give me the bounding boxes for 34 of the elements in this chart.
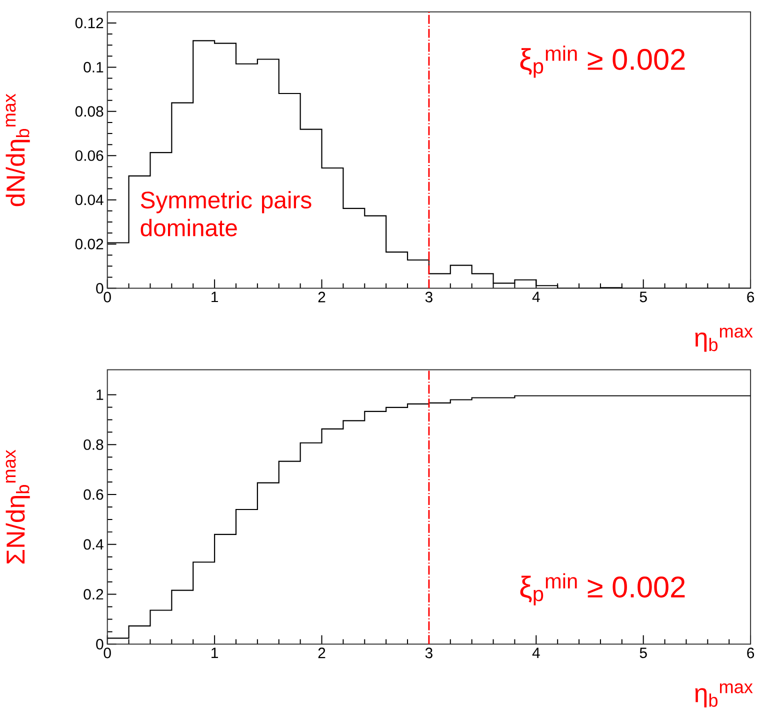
- x-tick-label: 6: [747, 648, 754, 658]
- x-axis-title: η$_{b}$max: [695, 684, 753, 708]
- x-tick-label: 5: [640, 648, 647, 658]
- y-tick-label: 0.4: [84, 539, 104, 550]
- y-axis-title: dN/dη$_{b}$max: [6, 94, 30, 206]
- x-tick-label: 1: [212, 292, 218, 302]
- x-tick-label: 1: [212, 648, 218, 658]
- y-axis-title: ΣN/dη$_{b}$max: [6, 450, 30, 564]
- y-tick-label: 0: [96, 283, 104, 294]
- x-axis-title: η$_{b}$max: [695, 328, 753, 352]
- x-tick-label: 0: [104, 292, 111, 302]
- x-tick-label: 3: [425, 292, 432, 302]
- x-tick-label: 2: [318, 292, 326, 302]
- x-tick-label: 3: [425, 648, 432, 658]
- x-tick-label: 2: [318, 648, 326, 658]
- y-tick-label: 0.08: [75, 106, 104, 117]
- y-tick-label: 0.06: [75, 150, 104, 162]
- x-tick-label: 4: [532, 292, 540, 302]
- y-tick-label: 0.12: [75, 18, 104, 28]
- y-tick-label: 0.2: [84, 589, 104, 600]
- y-tick-label: 1: [96, 390, 104, 400]
- x-tick-label: 0: [104, 648, 111, 658]
- y-tick-label: 0: [96, 639, 104, 650]
- y-tick-label: 0.6: [84, 489, 104, 500]
- x-tick-label: 6: [747, 292, 754, 302]
- y-tick-label: 0.04: [75, 194, 104, 206]
- y-tick-label: 0.8: [84, 439, 104, 450]
- y-tick-label: 0.1: [84, 62, 104, 73]
- annotation: ξ$_{p}$$^{min}$ ≥ 0.002: [520, 573, 685, 606]
- x-tick-label: 5: [640, 292, 647, 302]
- y-tick-label: 0.02: [75, 238, 104, 250]
- x-tick-label: 4: [532, 648, 540, 658]
- annotation: Symmetric pairs dominate: [140, 191, 312, 236]
- annotation: ξ$_{p}$$^{min}$ ≥ 0.002: [520, 46, 685, 78]
